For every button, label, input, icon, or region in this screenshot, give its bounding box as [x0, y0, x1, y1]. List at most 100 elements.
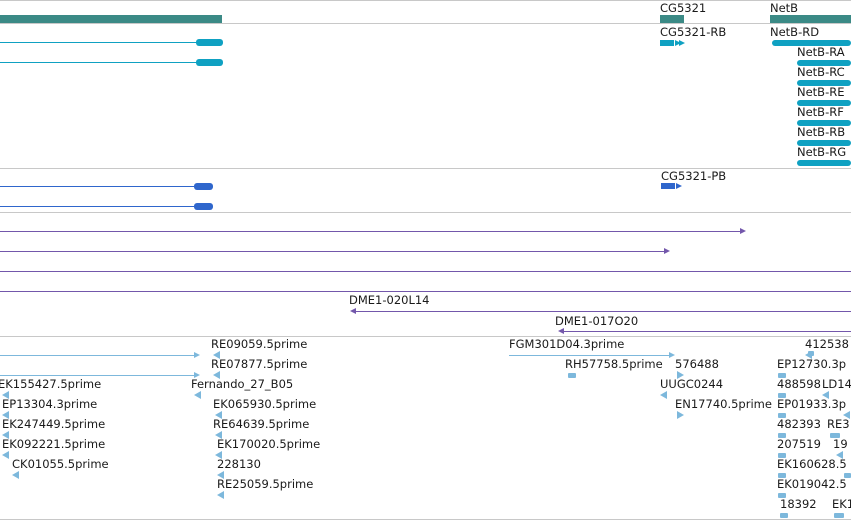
est-feature-glyph — [2, 431, 9, 439]
est-label[interactable]: 19 — [833, 437, 848, 451]
est-label[interactable]: EP12730.3p — [777, 357, 847, 371]
transcript-exon-netb-rd[interactable] — [772, 40, 851, 46]
est-feature-bar[interactable] — [778, 493, 786, 498]
est-feature-bar[interactable] — [808, 351, 814, 356]
est-label[interactable]: LD14 — [822, 377, 851, 391]
est-label[interactable]: RE25059.5prime — [217, 477, 314, 491]
est-feature-glyph — [215, 451, 222, 459]
transcript-line[interactable] — [0, 62, 198, 63]
transcript-exon-cg5321-rb[interactable] — [660, 40, 674, 46]
est-line[interactable] — [0, 375, 196, 376]
transcript-exon[interactable] — [196, 39, 223, 46]
cdna-line[interactable] — [356, 311, 851, 312]
gene-feature-netb[interactable] — [770, 15, 851, 23]
gene-label-netb[interactable]: NetB — [770, 1, 799, 15]
transcript-exon[interactable] — [797, 60, 851, 66]
transcript-label[interactable]: NetB-RB — [797, 125, 846, 139]
est-feature-glyph — [217, 471, 224, 479]
est-feature-bar[interactable] — [778, 433, 786, 438]
transcript-label-cg5321-rb[interactable]: CG5321-RB — [660, 25, 727, 39]
strand-arrow-icon — [676, 183, 682, 189]
est-label[interactable]: RE64639.5prime — [213, 417, 310, 431]
protein-line[interactable] — [0, 206, 196, 207]
est-label[interactable]: CK01055.5prime — [12, 457, 109, 471]
cdna-line[interactable] — [0, 251, 664, 252]
cdna-line[interactable] — [0, 291, 851, 292]
est-feature-glyph — [677, 411, 684, 419]
transcript-label[interactable]: NetB-RF — [797, 105, 844, 119]
transcript-label[interactable]: NetB-RA — [797, 45, 845, 59]
strand-arrow-icon — [679, 40, 685, 46]
est-label[interactable]: 482393 — [777, 417, 821, 431]
est-label[interactable]: Fernando_27_B05 — [191, 377, 294, 391]
est-label[interactable]: EK155427.5prime — [0, 377, 102, 391]
transcript-exon[interactable] — [797, 120, 851, 126]
est-feature-bar[interactable] — [834, 513, 844, 518]
est-feature-bar[interactable] — [778, 373, 786, 378]
strand-arrow-icon — [194, 372, 200, 378]
est-label[interactable]: 488598 — [777, 377, 821, 391]
est-label[interactable]: RH57758.5prime — [565, 357, 663, 371]
est-label[interactable]: EP01933.3p — [777, 397, 847, 411]
est-label[interactable]: RE3 — [827, 417, 850, 431]
cdna-line[interactable] — [0, 271, 851, 272]
est-feature-bar[interactable] — [778, 393, 786, 398]
est-feature-glyph — [660, 391, 667, 399]
est-label[interactable]: EK065930.5prime — [213, 397, 317, 411]
transcript-label[interactable]: NetB-RG — [797, 145, 847, 159]
est-label[interactable]: EP13304.3prime — [2, 397, 98, 411]
protein-exon[interactable] — [194, 203, 213, 210]
transcript-exon[interactable] — [196, 59, 223, 66]
transcript-exon[interactable] — [797, 80, 851, 86]
est-label[interactable]: UUGC0244 — [660, 377, 724, 391]
est-line[interactable] — [509, 355, 669, 356]
protein-line[interactable] — [0, 186, 196, 187]
est-feature-glyph — [836, 451, 843, 459]
est-feature-bar[interactable] — [778, 473, 786, 478]
transcript-exon[interactable] — [797, 160, 851, 166]
est-label[interactable]: RE09059.5prime — [211, 337, 308, 351]
est-label[interactable]: EK1 — [832, 497, 851, 511]
est-feature-bar[interactable] — [778, 413, 786, 418]
est-label[interactable]: RE07877.5prime — [211, 357, 308, 371]
est-feature-bar[interactable] — [778, 453, 786, 458]
est-line[interactable] — [0, 355, 196, 356]
est-label[interactable]: FGM301D04.3prime — [509, 337, 625, 351]
est-feature-bar[interactable] — [830, 433, 840, 438]
est-feature-bar[interactable] — [780, 513, 788, 518]
est-label[interactable]: 228130 — [217, 457, 261, 471]
transcript-line[interactable] — [0, 42, 198, 43]
est-feature-glyph — [822, 391, 829, 399]
protein-exon[interactable] — [194, 183, 213, 190]
gene-feature-left[interactable] — [0, 15, 222, 23]
est-label[interactable]: EK247449.5prime — [2, 417, 106, 431]
cdna-label-dme1-017o20[interactable]: DME1-017O20 — [555, 314, 639, 328]
est-label[interactable]: EK170020.5prime — [217, 437, 321, 451]
est-label[interactable]: EK160628.5 — [777, 457, 847, 471]
est-feature-glyph — [2, 411, 9, 419]
transcript-label[interactable]: NetB-RC — [797, 65, 845, 79]
transcript-exon[interactable] — [797, 100, 851, 106]
protein-label-cg5321-pb[interactable]: CG5321-PB — [661, 169, 727, 183]
est-feature-glyph — [843, 411, 850, 419]
protein-exon-cg5321-pb[interactable] — [661, 183, 675, 189]
est-label[interactable]: 576488 — [675, 357, 719, 371]
est-feature-glyph — [12, 471, 19, 479]
gene-label-cg5321[interactable]: CG5321 — [660, 1, 707, 15]
est-feature-bar[interactable] — [568, 373, 576, 378]
gene-feature-cg5321[interactable] — [660, 15, 684, 23]
cdna-line[interactable] — [0, 231, 742, 232]
transcript-label[interactable]: NetB-RE — [797, 85, 845, 99]
est-label[interactable]: EK019042.5 — [777, 477, 847, 491]
cdna-line[interactable] — [564, 331, 851, 332]
est-feature-bar[interactable] — [844, 473, 851, 478]
est-label[interactable]: EK092221.5prime — [2, 437, 106, 451]
est-label[interactable]: 412538 — [805, 337, 849, 351]
transcript-exon[interactable] — [797, 140, 851, 146]
transcript-label-netb-rd[interactable]: NetB-RD — [770, 25, 820, 39]
est-label[interactable]: 18392 — [780, 497, 817, 511]
cdna-label-dme1-020l14[interactable]: DME1-020L14 — [349, 293, 430, 307]
est-label[interactable]: EN17740.5prime — [675, 397, 772, 411]
est-label[interactable]: 207519 — [777, 437, 821, 451]
